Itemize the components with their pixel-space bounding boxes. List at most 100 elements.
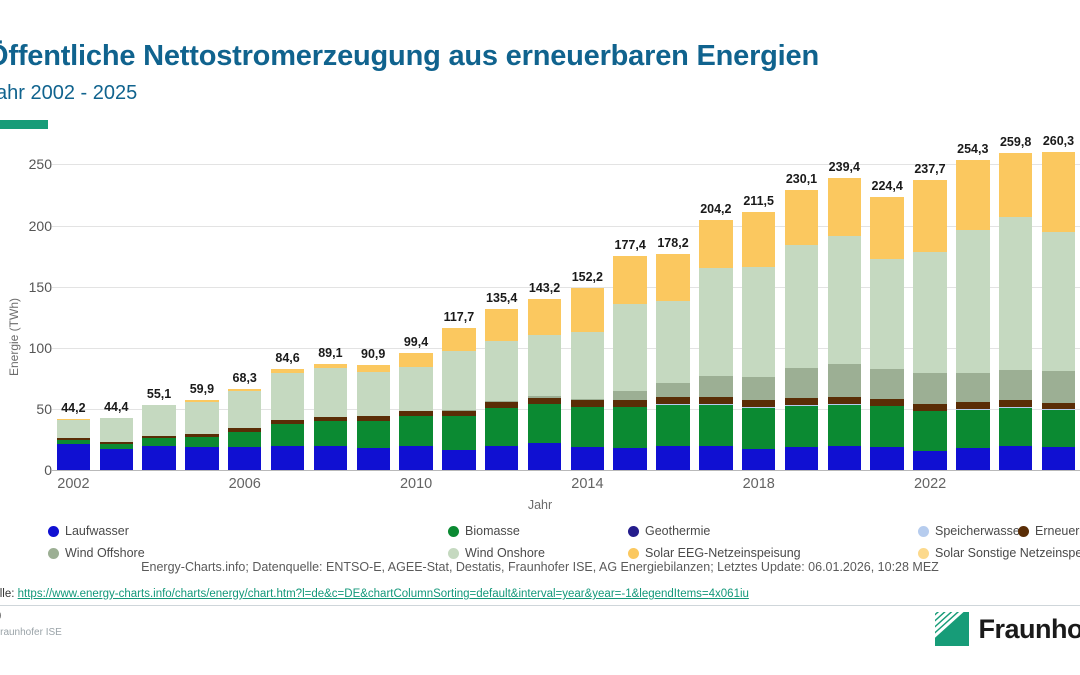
bar-slot[interactable]: 99,4 [395,140,438,470]
legend-item[interactable]: Wind Onshore [448,546,545,560]
bar-segment[interactable] [99,449,133,470]
bar-segment[interactable] [527,396,562,398]
bar-segment[interactable] [827,404,862,446]
legend-item[interactable]: Solar Sonstige Netzeinspeisung [918,546,1080,560]
bar-segment[interactable] [270,424,305,446]
bar-segment[interactable] [784,405,819,406]
bar-segment[interactable] [699,396,733,405]
bar-segment[interactable] [485,340,519,401]
legend-item[interactable]: Biomasse [448,524,520,538]
bar-segment[interactable] [442,328,476,352]
legend-item[interactable]: Laufwasser [48,524,129,538]
bar-segment[interactable] [527,397,562,405]
stacked-bar[interactable]: 152,2 [570,270,605,470]
bar-segment[interactable] [613,407,647,448]
bar-segment[interactable] [1041,231,1076,372]
bar-segment[interactable] [741,407,776,450]
bar-segment[interactable] [185,433,219,438]
bar-slot[interactable]: 90,9 [352,140,395,470]
bar-slot[interactable]: 84,6 [266,140,309,470]
bar-segment[interactable] [570,398,605,401]
bar-segment[interactable] [1041,446,1076,470]
stacked-bar[interactable]: 239,4 [827,160,862,470]
bar-segment[interactable] [142,435,176,439]
bar-segment[interactable] [741,266,776,377]
bar-segment[interactable] [485,401,519,408]
bar-segment[interactable] [442,351,476,410]
bar-segment[interactable] [1041,410,1076,447]
bar-slot[interactable]: 59,9 [180,140,223,470]
bar-segment[interactable] [870,398,904,406]
bar-segment[interactable] [913,252,947,374]
bar-segment[interactable] [56,419,91,439]
bar-slot[interactable]: 44,4 [95,140,138,470]
bar-segment[interactable] [870,406,904,447]
bar-segment[interactable] [741,400,776,408]
legend-item[interactable]: Speicherwasser [918,524,1024,538]
bar-segment[interactable] [656,404,690,447]
bar-slot[interactable]: 68,3 [223,140,266,470]
bar-segment[interactable] [956,448,990,470]
bar-segment[interactable] [998,216,1033,370]
bar-segment[interactable] [784,398,819,406]
bar-segment[interactable] [99,418,133,442]
bar-segment[interactable] [313,363,348,369]
bar-segment[interactable] [613,256,647,304]
bar-segment[interactable] [1041,371,1076,403]
bar-segment[interactable] [270,369,305,373]
bar-slot[interactable]: 152,2 [566,140,609,470]
bar-segment[interactable] [485,400,519,402]
bar-segment[interactable] [399,416,433,446]
bar-segment[interactable] [956,160,990,230]
legend-item[interactable]: Geothermie [628,524,710,538]
bar-segment[interactable] [399,411,433,417]
bar-slot[interactable]: 143,2 [523,140,566,470]
stacked-bar[interactable]: 260,3 [1041,134,1076,470]
bar-segment[interactable] [527,404,562,444]
bar-segment[interactable] [142,446,176,470]
bar-segment[interactable] [998,369,1033,401]
bar-segment[interactable] [228,446,262,470]
bar-slot[interactable]: 259,8 [994,135,1037,470]
bar-segment[interactable] [313,416,348,422]
bar-segment[interactable] [784,405,819,447]
bar-segment[interactable] [399,445,433,470]
bar-segment[interactable] [56,440,91,445]
bar-segment[interactable] [741,211,776,267]
bar-segment[interactable] [827,363,862,397]
bar-segment[interactable] [442,416,476,450]
stacked-bar[interactable]: 224,4 [870,179,904,470]
bar-segment[interactable] [142,438,176,447]
bar-segment[interactable] [228,391,262,428]
bar-segment[interactable] [485,445,519,470]
bar-segment[interactable] [784,446,819,470]
bar-segment[interactable] [870,197,904,260]
bar-segment[interactable] [827,396,862,404]
bar-segment[interactable] [956,409,990,448]
bar-segment[interactable] [99,441,133,444]
bar-segment[interactable] [870,405,904,407]
bar-segment[interactable] [956,408,990,410]
bar-segment[interactable] [356,416,390,422]
stacked-bar[interactable]: 59,9 [185,382,219,470]
stacked-bar[interactable]: 259,8 [998,135,1033,470]
bar-slot[interactable]: 44,2 [52,140,95,470]
stacked-bar[interactable]: 211,5 [741,194,776,470]
bar-segment[interactable] [270,372,305,421]
bar-segment[interactable] [613,400,647,408]
bar-slot[interactable]: 260,3 [1037,134,1080,470]
stacked-bar[interactable]: 44,2 [56,401,91,470]
stacked-bar[interactable]: 177,4 [613,238,647,470]
stacked-bar[interactable]: 204,2 [699,202,733,470]
bar-segment[interactable] [228,431,262,447]
bar-segment[interactable] [185,400,219,402]
bar-segment[interactable] [913,373,947,404]
legend-item[interactable]: Wind Offshore [48,546,145,560]
stacked-bar[interactable]: 55,1 [142,387,176,470]
bar-slot[interactable]: 254,3 [951,140,994,470]
bar-segment[interactable] [142,404,176,406]
bar-segment[interactable] [656,397,690,405]
bar-segment[interactable] [356,448,390,470]
bar-segment[interactable] [699,446,733,470]
bar-segment[interactable] [998,407,1033,446]
